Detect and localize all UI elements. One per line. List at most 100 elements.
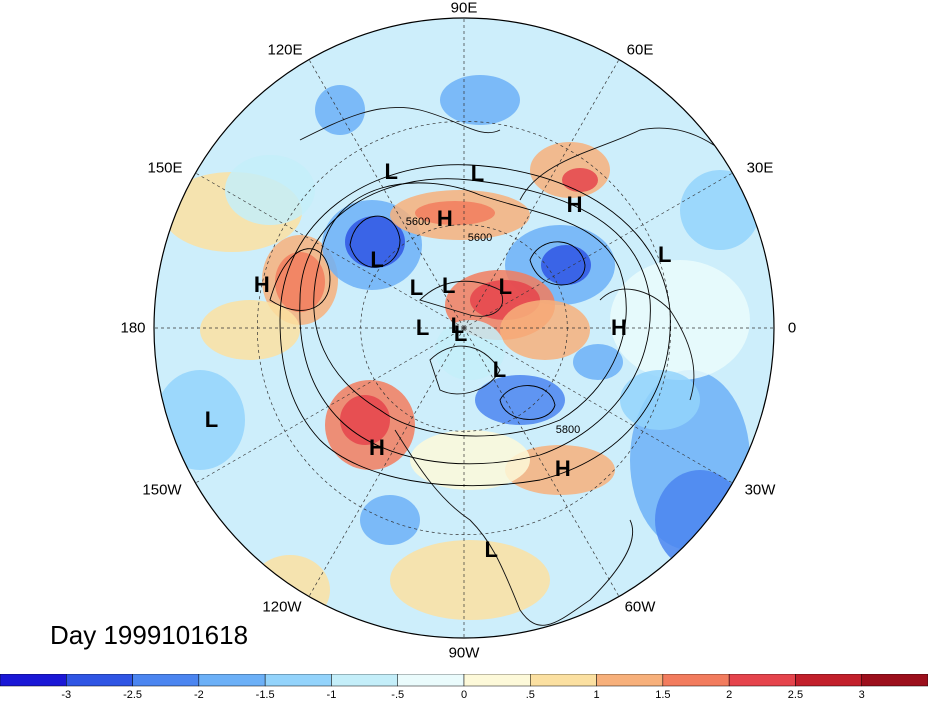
low-pressure-marker: L [657, 241, 672, 267]
anomaly-blob [415, 201, 495, 225]
anomaly-blob [500, 300, 590, 360]
anomaly-blob [360, 495, 420, 545]
low-pressure-marker: L [204, 406, 219, 432]
colorbar-segment [728, 674, 796, 687]
colorbar-tick-label: -2 [193, 689, 204, 701]
high-pressure-marker: H [611, 315, 627, 340]
coastline [429, 345, 501, 395]
low-pressure-marker: L [409, 275, 424, 301]
colorbar-tick-label: 2 [726, 689, 733, 701]
colorbar-segment [66, 674, 133, 687]
low-pressure-marker: L [415, 315, 430, 340]
meridian-line [463, 327, 620, 597]
coastline [299, 106, 501, 141]
colorbar-segment [198, 674, 266, 687]
anomaly-blob [345, 216, 405, 268]
colorbar [0, 674, 928, 687]
colorbar-segment [397, 674, 465, 687]
meridian-line [195, 172, 465, 329]
longitude-label: 0 [787, 319, 797, 337]
longitude-label: 90W [448, 644, 480, 662]
height-contour [313, 182, 627, 437]
colorbar-segment [132, 674, 200, 687]
anomaly-blob [440, 75, 520, 125]
longitude-label: 60W [624, 598, 656, 616]
anomaly-blob [315, 85, 365, 135]
low-pressure-marker: L [441, 272, 456, 298]
map-boundary [153, 17, 775, 639]
anomaly-blob [610, 260, 750, 380]
meridian-line [195, 327, 465, 484]
anomaly-blob [620, 370, 700, 430]
anomaly-blob [200, 300, 300, 360]
height-contour [279, 164, 671, 487]
day-label: Day 1999101618 [50, 620, 249, 650]
longitude-label: 30W [744, 481, 776, 499]
anomaly-field [155, 75, 760, 625]
colorbar-tick-label: -.5 [391, 689, 405, 701]
colorbar-segment [0, 674, 67, 687]
contour-label: 5600 [467, 232, 493, 244]
contour-label: 5600 [405, 216, 431, 228]
height-contour [269, 248, 331, 311]
anomaly-blob [340, 395, 390, 445]
low-pressure-marker: L [470, 160, 485, 186]
colorbar-tick-label: 3 [858, 689, 865, 701]
colorbar-segment [530, 674, 597, 687]
high-pressure-marker: H [554, 456, 571, 482]
anomaly-blob [573, 344, 623, 380]
low-pressure-marker: L [370, 247, 384, 273]
longitude-label: 120W [262, 598, 302, 616]
meridian-line [463, 172, 733, 329]
longitude-label: 60E [626, 41, 654, 59]
longitude-label: 180 [120, 319, 146, 337]
anomaly-blob [225, 155, 315, 225]
anomaly-blob [562, 168, 598, 192]
colorbar-tick-label: -2.5 [123, 689, 143, 701]
contour-label: 5800 [555, 424, 581, 436]
colorbar-segment [463, 674, 531, 687]
meridian-line [308, 59, 465, 329]
colorbar-tick-label: -3 [61, 689, 72, 701]
height-contour [349, 215, 401, 268]
colorbar-tick-label: 1.5 [655, 689, 671, 701]
longitude-label: 90E [450, 0, 478, 17]
low-pressure-marker: L [492, 357, 507, 383]
colorbar-tick-label: -1.5 [255, 689, 275, 701]
coastline [419, 280, 504, 317]
height-contours [269, 164, 671, 487]
colorbar-tick-label: .5 [525, 689, 535, 701]
low-pressure-marker: L [384, 158, 398, 184]
high-pressure-marker: H [368, 434, 385, 460]
colorbar-segment [596, 674, 664, 687]
longitude-label: 120E [267, 41, 303, 59]
colorbar-segment [861, 674, 928, 687]
longitude-label: 30E [746, 159, 774, 177]
anomaly-blob [505, 445, 615, 495]
low-pressure-marker: L [453, 320, 468, 346]
anomaly-blob [680, 170, 760, 250]
low-pressure-marker: L [450, 313, 465, 339]
meridian-line [463, 327, 733, 484]
colorbar-segment [795, 674, 862, 687]
meridian-line [463, 59, 620, 329]
anomaly-blob [475, 375, 565, 425]
colorbar-segment [264, 674, 332, 687]
meridian-line [308, 327, 465, 597]
low-pressure-marker: L [498, 273, 513, 299]
anomaly-blob [390, 540, 550, 620]
height-contour [499, 385, 556, 420]
anomaly-blob [275, 252, 325, 312]
anomaly-blob [541, 245, 591, 285]
high-pressure-marker: H [436, 206, 453, 232]
coastline [394, 429, 634, 626]
colorbar-tick-label: 2.5 [787, 689, 804, 701]
longitude-label: 150W [142, 481, 182, 499]
colorbar-tick-label: 1 [593, 689, 600, 701]
low-pressure-marker: L [484, 537, 499, 563]
height-contour [299, 178, 651, 465]
high-pressure-marker: H [566, 192, 583, 218]
colorbar-tick-label: 0 [460, 689, 468, 701]
high-pressure-marker: H [253, 272, 270, 298]
